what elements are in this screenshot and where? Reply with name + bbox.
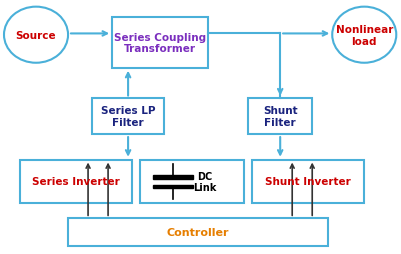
Text: Series LP
Filter: Series LP Filter — [101, 106, 155, 128]
Text: Shunt Inverter: Shunt Inverter — [265, 177, 351, 187]
Text: Nonlinear
load: Nonlinear load — [336, 25, 393, 46]
Bar — [154, 176, 193, 179]
Bar — [20, 160, 132, 203]
Text: Series Inverter: Series Inverter — [32, 177, 120, 187]
Bar — [92, 99, 164, 135]
Text: Source: Source — [16, 30, 56, 41]
Bar — [112, 18, 208, 69]
Bar — [68, 218, 328, 246]
Bar — [154, 185, 193, 188]
Text: Controller: Controller — [167, 227, 229, 237]
Text: DC
Link: DC Link — [193, 171, 216, 192]
Text: Shunt
Filter: Shunt Filter — [263, 106, 298, 128]
Text: Series Coupling
Transformer: Series Coupling Transformer — [114, 33, 206, 54]
Bar — [140, 160, 244, 203]
Bar — [248, 99, 312, 135]
Bar — [252, 160, 364, 203]
